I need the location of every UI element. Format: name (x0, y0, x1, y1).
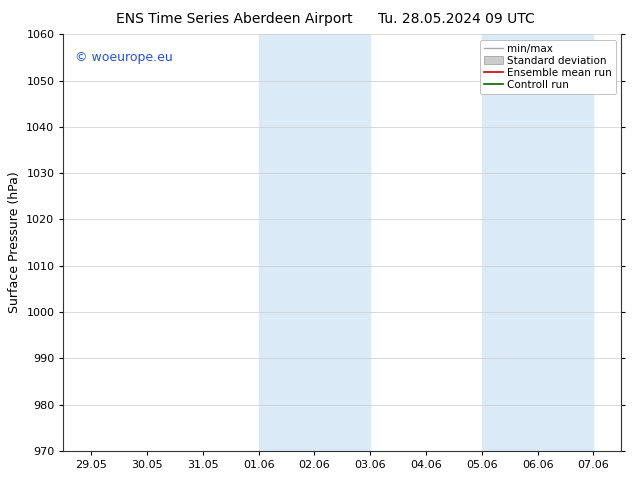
Text: © woeurope.eu: © woeurope.eu (75, 51, 172, 64)
Text: ENS Time Series Aberdeen Airport: ENS Time Series Aberdeen Airport (116, 12, 353, 26)
Y-axis label: Surface Pressure (hPa): Surface Pressure (hPa) (8, 172, 21, 314)
Legend: min/max, Standard deviation, Ensemble mean run, Controll run: min/max, Standard deviation, Ensemble me… (480, 40, 616, 94)
Bar (482, 34, 593, 451)
Bar (259, 34, 370, 451)
Text: Tu. 28.05.2024 09 UTC: Tu. 28.05.2024 09 UTC (378, 12, 535, 26)
